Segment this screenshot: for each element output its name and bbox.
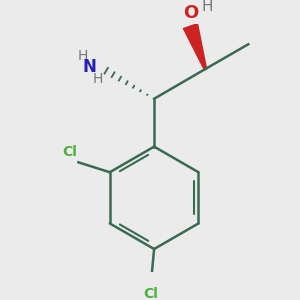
- Text: H: H: [201, 0, 213, 14]
- Polygon shape: [183, 24, 206, 69]
- Text: Cl: Cl: [143, 287, 158, 300]
- Text: N: N: [83, 58, 97, 76]
- Text: H: H: [78, 49, 88, 63]
- Text: H: H: [93, 72, 103, 86]
- Text: O: O: [183, 4, 198, 22]
- Text: Cl: Cl: [62, 145, 77, 159]
